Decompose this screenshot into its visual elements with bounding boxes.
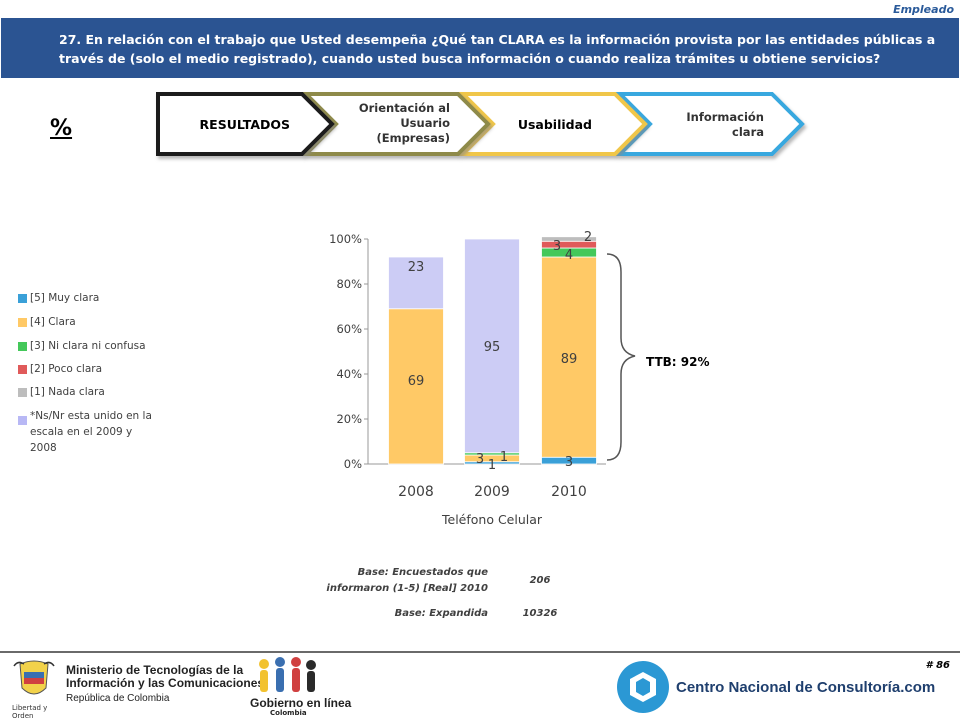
data-label: 23	[408, 260, 425, 275]
ttb-brace	[606, 253, 636, 461]
page-number: # 86	[925, 660, 950, 671]
legend-swatch-clara	[18, 318, 27, 327]
legend-label-ni-clara: [3] Ni clara ni confusa	[30, 340, 146, 352]
percent-symbol: %	[50, 116, 73, 141]
breadcrumb-label-information: Información clara	[686, 110, 764, 139]
data-label: 3	[553, 239, 561, 254]
data-label: 95	[484, 340, 501, 355]
x-axis-title: Teléfono Celular	[442, 512, 543, 527]
gobierno-en-linea-sub: Colombia	[270, 709, 307, 717]
legend-swatch-nsnr	[18, 416, 27, 425]
data-label: 69	[408, 374, 425, 389]
y-tick-label: 100%	[329, 232, 362, 246]
y-tick-label: 20%	[336, 412, 362, 426]
y-tick-label: 0%	[344, 457, 362, 471]
legend-swatch-muy-clara	[18, 294, 27, 303]
base-expanded-label: Base: Expandida	[394, 608, 488, 619]
data-label: 3	[476, 452, 484, 467]
breadcrumb-label-results: RESULTADOS	[199, 117, 290, 132]
gobierno-en-linea-figures-icon	[259, 657, 316, 692]
bar-segment	[541, 256, 597, 458]
colombia-coat-of-arms-icon	[13, 660, 55, 695]
x-category-label: 2010	[551, 484, 587, 500]
ministry-motto: Libertad y Orden	[12, 704, 48, 720]
footer-divider	[0, 651, 960, 653]
data-label: 89	[561, 352, 578, 367]
y-tick-label: 80%	[336, 277, 362, 291]
legend-swatch-nada-clara	[18, 388, 27, 397]
base-real-label: Base: Encuestados que informaron (1-5) […	[326, 567, 488, 594]
base-expanded-value: 10326	[522, 608, 558, 619]
ministry-line-2: Información y las Comunicaciones	[66, 676, 265, 690]
question-banner: 27. En relación con el trabajo que Usted…	[1, 18, 959, 78]
cnc-logo-text: Centro Nacional de Consultoría.com	[676, 679, 936, 696]
legend-label-muy-clara: [5] Muy clara	[30, 292, 100, 304]
bar-segment	[541, 236, 597, 242]
ministry-line-1: Ministerio de Tecnologías de la	[66, 663, 244, 677]
legend-label-poco-clara: [2] Poco clara	[30, 363, 103, 375]
ttb-annotation: TTB: 92%	[646, 355, 710, 369]
breadcrumb-label-usability: Usabilidad	[517, 117, 592, 132]
respondent-tag: Empleado	[893, 3, 954, 16]
legend-swatch-poco-clara	[18, 365, 27, 374]
data-label: 1	[500, 450, 508, 465]
breadcrumb-step-orientation[interactable]	[301, 92, 491, 156]
data-label: 3	[565, 455, 573, 470]
bar-segment	[464, 238, 520, 454]
chart-legend: [5] Muy clara [4] Clara [3] Ni clara ni …	[18, 290, 158, 470]
y-tick-label: 40%	[336, 367, 362, 381]
legend-swatch-ni-clara	[18, 342, 27, 351]
breadcrumb	[156, 92, 805, 156]
breadcrumb-step-information[interactable]	[615, 92, 805, 156]
base-real-value: 206	[529, 575, 551, 586]
x-category-label: 2009	[474, 484, 510, 500]
breadcrumb-label-orientation: Orientación al Usuario (Empresas)	[358, 101, 450, 145]
data-label: 1	[488, 458, 496, 473]
legend-label-nsnr: *Ns/Nr esta unido en la escala en el 200…	[30, 410, 152, 454]
legend-label-nada-clara: [1] Nada clara	[30, 386, 105, 398]
legend-label-clara: [4] Clara	[30, 316, 76, 328]
cnc-logo-icon	[617, 661, 669, 713]
x-category-label: 2008	[398, 484, 434, 500]
data-label: 2	[584, 230, 592, 245]
data-label: 4	[565, 248, 573, 263]
y-tick-label: 60%	[336, 322, 362, 336]
bar-segment	[388, 256, 444, 310]
breadcrumb-step-usability[interactable]	[458, 92, 648, 156]
gobierno-en-linea-text: Gobierno en línea	[250, 696, 352, 710]
bar-segment	[388, 308, 444, 465]
breadcrumb-step-results[interactable]	[156, 92, 335, 156]
ministry-line-3: República de Colombia	[66, 693, 170, 704]
